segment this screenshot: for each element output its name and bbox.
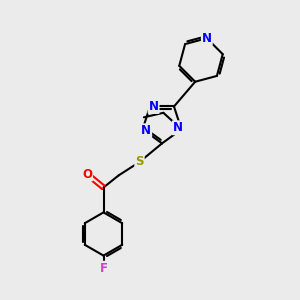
Text: N: N (141, 124, 151, 137)
Text: N: N (148, 100, 159, 113)
Text: F: F (100, 262, 107, 275)
Text: N: N (202, 32, 212, 45)
Text: N: N (173, 121, 183, 134)
Text: O: O (82, 167, 92, 181)
Text: S: S (135, 155, 144, 169)
